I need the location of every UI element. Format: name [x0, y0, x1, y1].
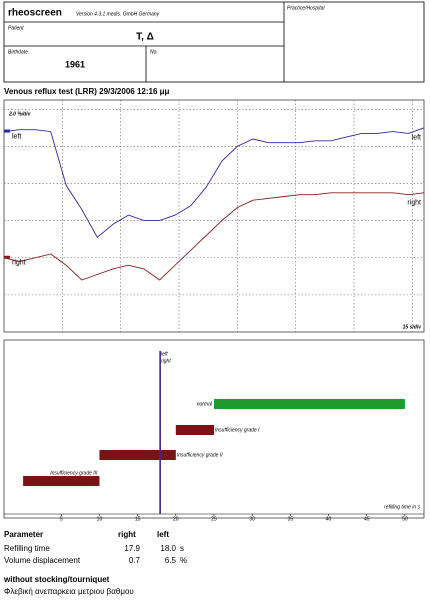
waveform: left left right right [3, 100, 425, 332]
patient-label: Patient [8, 25, 24, 31]
header-box [3, 1, 425, 83]
trace [3, 127, 425, 238]
no-label: No. [150, 49, 158, 55]
trace-flag [4, 129, 10, 133]
range-bar [23, 476, 100, 486]
diagnosis: Φλεβική ανεπαρκεια μετριου βαθμου [4, 587, 134, 596]
bar-label: Insufficiency grade II [177, 452, 223, 458]
param-unit: s [180, 544, 184, 553]
trace [3, 192, 425, 281]
x-scale: 15 s/div [403, 324, 423, 330]
x-tick-label: 5 [60, 516, 63, 522]
x-tick-label: 45 [364, 516, 370, 522]
trace-label: left [412, 135, 421, 142]
practice-label: Practice/Hospital [287, 5, 325, 11]
marker-label: left [161, 351, 168, 357]
x-tick-label: 15 [135, 516, 141, 522]
param-header: right [118, 530, 136, 539]
x-tick-label: 50 [402, 516, 408, 522]
app-name: rheoscreen [8, 8, 62, 19]
test-title: Venous reflux test (LRR) 29/3/2006 12:16… [4, 87, 170, 96]
x-tick-label: 10 [97, 516, 103, 522]
range-bar [175, 425, 214, 435]
x-tick-label: 25 [211, 516, 217, 522]
param-unit: % [180, 556, 187, 565]
param-right: 17.9 [124, 544, 140, 553]
x-tick-label: 35 [288, 516, 294, 522]
trace-label: right [12, 260, 26, 267]
grade-panel [3, 339, 425, 519]
patient: T, Δ [136, 32, 154, 43]
trace-flag [4, 255, 10, 259]
marker-label: right [161, 358, 171, 364]
x-tick-label: 30 [249, 516, 255, 522]
trace-label: right [407, 200, 421, 207]
condition: without stocking/tourniquet [3, 575, 110, 584]
bar-label: Insufficiency grade I [215, 427, 260, 433]
range-bar [214, 399, 405, 409]
x-axis-label: refilling time in s [384, 504, 420, 510]
wave-panel [3, 99, 425, 333]
grade-chart: 5 10 15 20 25 30 35 40 45 50 normal Insufficiency g… [4, 351, 424, 522]
x-tick-label: 40 [326, 516, 332, 522]
birthdate-label: Birthdate [8, 49, 28, 55]
version: Version 4.3.1 medis. GmbH Germany [76, 11, 160, 17]
param-left: 18.0 [160, 544, 176, 553]
param-name: Volume displacement [4, 556, 81, 565]
y-scale: 2.0 %/div [8, 111, 32, 117]
param-right: 0.7 [129, 556, 141, 565]
bar-label: normal [197, 401, 213, 407]
param-name: Refilling time [4, 544, 50, 553]
param-header: left [157, 530, 169, 539]
range-bar [99, 450, 176, 460]
bar-label: Insufficiency grade III [50, 470, 98, 476]
x-tick-label: 20 [173, 516, 179, 522]
trace-label: left [12, 133, 21, 140]
param-left: 6.5 [165, 556, 177, 565]
birthdate: 1961 [65, 59, 85, 69]
param-header: Parameter [4, 530, 43, 539]
